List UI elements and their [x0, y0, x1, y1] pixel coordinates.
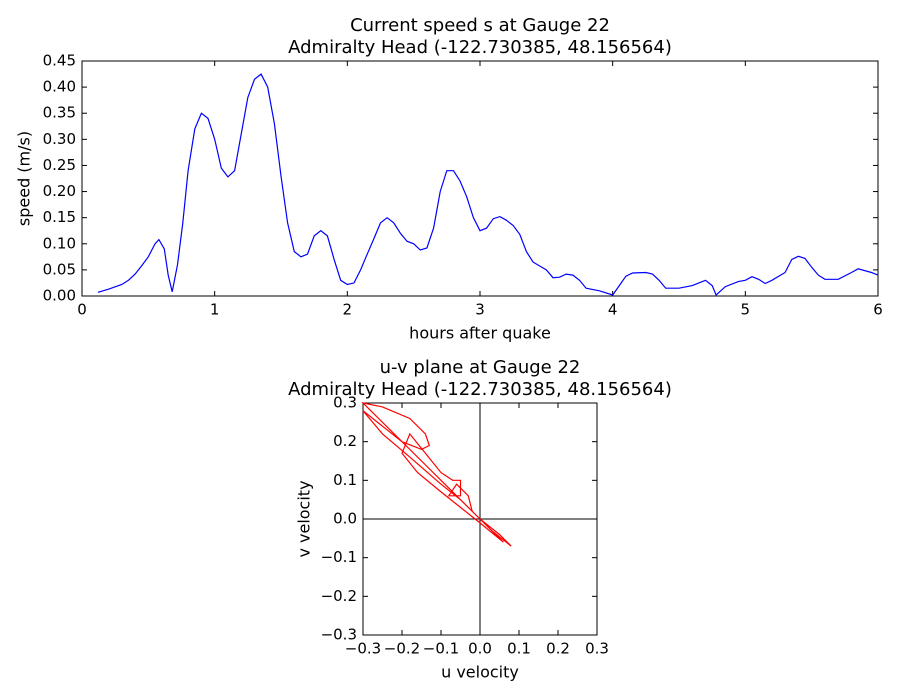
x-tick-label: 0	[77, 301, 87, 319]
y-tick-label: 0.10	[43, 234, 76, 252]
plot-frame	[81, 60, 879, 297]
x-tick-label: 5	[741, 301, 751, 319]
x-tick-label: 0.0	[468, 640, 492, 658]
y-tick-label: 0.20	[43, 182, 76, 200]
y-tick-label: 0.3	[333, 394, 357, 412]
y-tick-label: 0.25	[43, 156, 76, 174]
y-tick-label: 0.1	[333, 471, 357, 489]
x-tick-label: −0.3	[345, 640, 381, 658]
y-tick-label: 0.00	[43, 287, 76, 305]
x-tick-label: 0.1	[507, 640, 531, 658]
y-tick-label: 0.15	[43, 208, 76, 226]
x-axis-label: hours after quake	[409, 324, 551, 343]
x-tick-label: 3	[475, 301, 485, 319]
x-tick-label: 0.3	[585, 640, 609, 658]
x-tick-label: 4	[608, 301, 618, 319]
chart-subtitle: Admiralty Head (-122.730385, 48.156564)	[288, 379, 672, 400]
y-tick-label: 0.45	[43, 52, 76, 70]
y-tick-label: 0.05	[43, 260, 76, 278]
data-line	[361, 402, 512, 547]
x-tick-label: −0.2	[384, 640, 420, 658]
y-tick-label: 0.2	[333, 432, 357, 450]
y-tick-label: −0.1	[321, 548, 357, 566]
chart-title: Current speed s at Gauge 22	[350, 15, 610, 36]
y-axis-label: v velocity	[295, 480, 314, 557]
y-tick-label: −0.2	[321, 587, 357, 605]
y-axis-label: speed (m/s)	[15, 131, 34, 226]
y-tick-label: 0.0	[333, 510, 357, 528]
data-line	[97, 73, 879, 297]
y-tick-label: 0.30	[43, 130, 76, 148]
y-tick-label: 0.40	[43, 78, 76, 96]
y-tick-label: −0.3	[321, 626, 357, 644]
x-tick-label: 0.2	[546, 640, 570, 658]
x-tick-label: 2	[343, 301, 353, 319]
chart-subtitle: Admiralty Head (-122.730385, 48.156564)	[288, 37, 672, 58]
x-axis-label: u velocity	[441, 663, 519, 682]
y-tick-label: 0.35	[43, 104, 76, 122]
chart-title: u-v plane at Gauge 22	[380, 357, 581, 378]
x-tick-label: 1	[210, 301, 220, 319]
x-tick-label: −0.1	[423, 640, 459, 658]
x-tick-label: 6	[873, 301, 883, 319]
